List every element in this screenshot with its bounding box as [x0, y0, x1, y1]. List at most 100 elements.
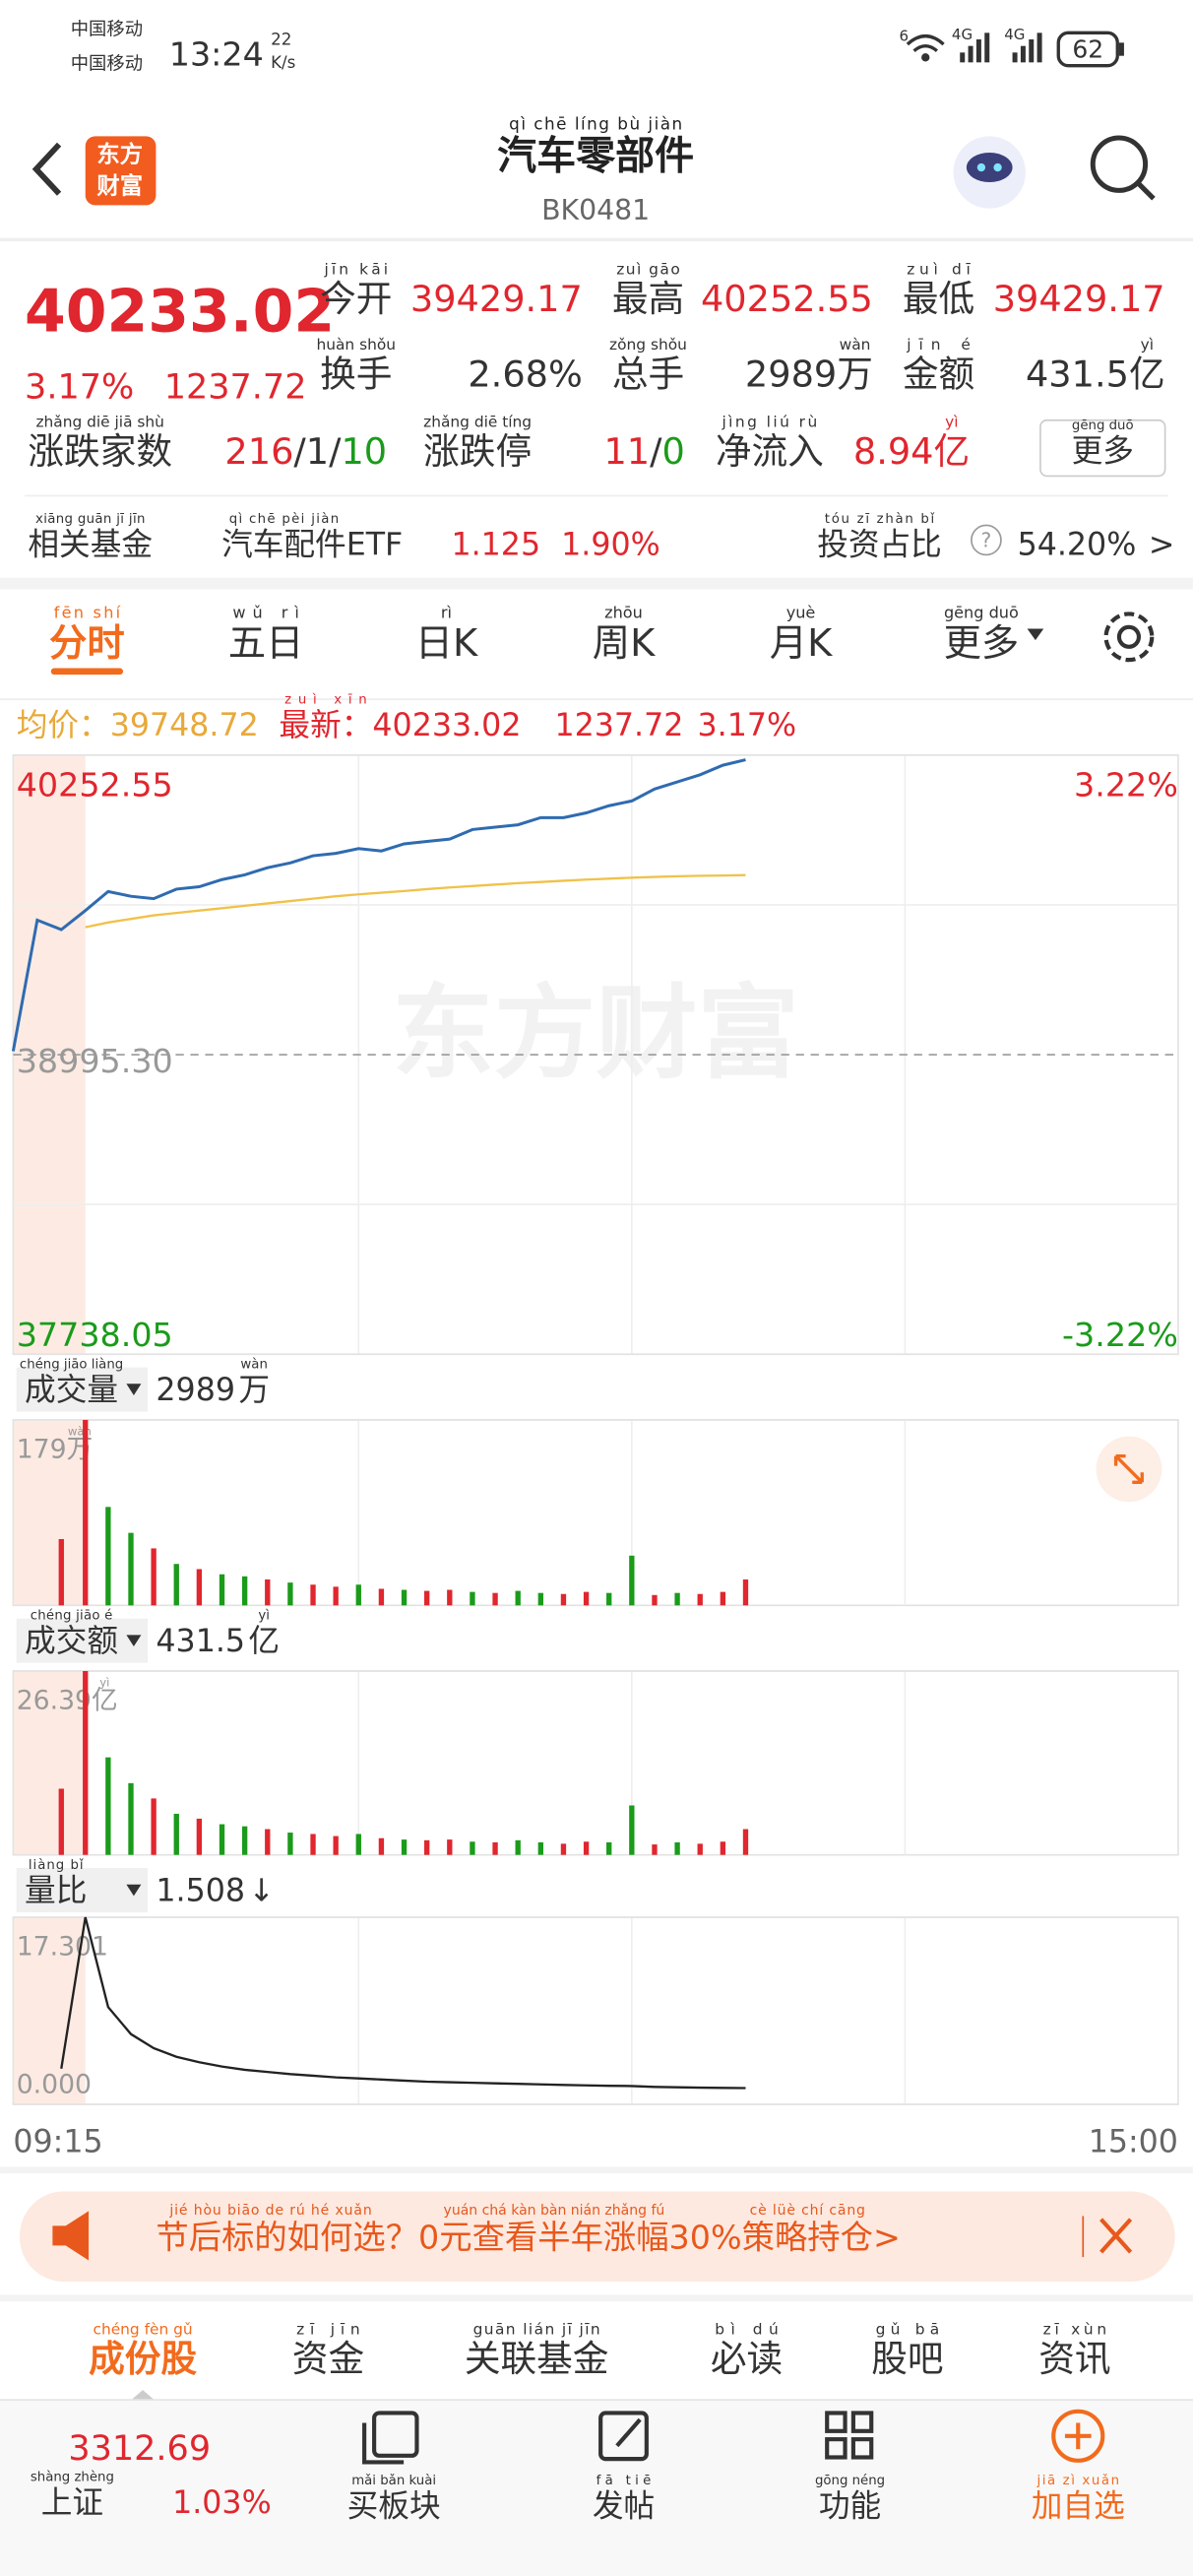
nav-icon[interactable]: [598, 2411, 649, 2462]
pinyin: jìng liú rù: [721, 413, 817, 430]
pinyin: chéng jiāo liàng: [20, 1356, 123, 1372]
text: 月K: [770, 621, 833, 666]
pinyin: wàn: [240, 1356, 267, 1372]
more-button[interactable]: [1039, 419, 1166, 478]
text: 金额: [903, 354, 974, 396]
text: 资金: [292, 2338, 364, 2380]
text: 股吧: [871, 2338, 943, 2380]
dropdown-arrow: [1027, 628, 1044, 641]
bar: [355, 1834, 361, 1855]
label: 3.22%: [1074, 765, 1178, 804]
text: 日K: [415, 621, 478, 666]
pinyin: gǔ bā: [876, 2320, 940, 2338]
text: 亿: [1129, 354, 1165, 396]
logo: 财富: [96, 171, 143, 199]
text: 元查看半年涨幅: [439, 2219, 668, 2257]
pinyin: gēng duō: [1072, 419, 1134, 433]
pinyin: yì: [945, 413, 958, 430]
bar: [173, 1564, 179, 1606]
pinyin: yuè: [786, 604, 816, 622]
avg: 39748.72: [110, 708, 259, 743]
change: 1237.72: [554, 708, 683, 743]
text: 周K: [593, 621, 656, 666]
label: 0.000: [17, 2070, 92, 2100]
search-button[interactable]: [1090, 135, 1156, 201]
watermark: 东方财富: [392, 975, 798, 1093]
bar: [470, 1841, 475, 1855]
help-icon[interactable]: [971, 524, 1002, 556]
bar: [652, 1594, 658, 1606]
series-line: [60, 1916, 746, 2090]
bar: [742, 1579, 749, 1606]
text: 万: [837, 354, 873, 396]
pre-market-shade: [13, 1670, 86, 1855]
speed-unit: K/s: [271, 53, 295, 72]
pinyin: shàng zhèng: [31, 2470, 114, 2485]
bar: [629, 1555, 635, 1606]
dropdown-arrow: [126, 1384, 142, 1395]
text: 净流入: [716, 430, 824, 473]
bar: [401, 1839, 408, 1855]
nav-icon[interactable]: [825, 2411, 874, 2460]
bar: [151, 1798, 157, 1855]
carrier-2: 中国移动: [71, 54, 143, 75]
bar: [378, 1588, 385, 1606]
banner[interactable]: [20, 2191, 1175, 2283]
pre-market-shade: [13, 1917, 86, 2105]
parts: /: [329, 430, 342, 473]
pinyin: xiāng guān jī jīn: [35, 512, 145, 527]
indicator-select[interactable]: [16, 1367, 149, 1412]
bar: [219, 1824, 225, 1855]
battery: 62: [1072, 35, 1103, 64]
nav-icon[interactable]: [1051, 2409, 1105, 2463]
text: 更多: [944, 621, 1020, 666]
bar: [629, 1805, 635, 1855]
bar: [720, 1841, 726, 1855]
text: 最高: [612, 278, 684, 320]
text: 亿: [248, 1624, 280, 1659]
pinyin: qì chē líng bù jiàn: [509, 114, 682, 134]
text: 关联基金: [465, 2338, 609, 2380]
pinyin: chéng jiāo é: [31, 1608, 113, 1624]
bar: [287, 1833, 293, 1855]
xticks: 09:15: [13, 2124, 102, 2159]
xticks: 15:00: [1089, 2124, 1178, 2159]
bar: [219, 1574, 225, 1606]
bar: [241, 1576, 248, 1606]
code: BK0481: [541, 194, 650, 226]
bar: [310, 1834, 316, 1855]
bar: [492, 1592, 498, 1606]
value: 39429.17: [993, 278, 1165, 320]
indicator-select[interactable]: [16, 1868, 149, 1913]
banner-close[interactable]: [1099, 2218, 1133, 2254]
label: -3.22%: [1062, 1316, 1178, 1354]
parts: 0: [662, 430, 685, 473]
series-line: [11, 758, 746, 1052]
text: 汽车配件: [221, 527, 346, 562]
bar: [447, 1839, 453, 1855]
text: 今开: [320, 278, 392, 320]
nav-icon[interactable]: [362, 2411, 419, 2465]
bar: [333, 1835, 339, 1855]
parts: /: [293, 430, 306, 473]
bar: [105, 1757, 111, 1855]
settings-button[interactable]: [1103, 612, 1155, 663]
bar: [560, 1843, 567, 1855]
section-gap: [0, 2294, 1193, 2302]
bar: [83, 1419, 89, 1606]
arrow: >: [1149, 527, 1175, 562]
text: 必读: [711, 2338, 783, 2380]
change-pct: 3.17%: [25, 367, 134, 407]
indicator-select[interactable]: [16, 1618, 149, 1663]
bar: [58, 1788, 64, 1855]
text: 总手: [612, 354, 684, 396]
text: 更多: [1072, 433, 1134, 469]
parts: 1: [306, 430, 329, 473]
pre-market-shade: [13, 1419, 86, 1606]
change-pct: 3.17%: [698, 708, 797, 743]
total: 431.5: [156, 1624, 245, 1659]
signal-icons: [960, 32, 1042, 63]
back-button[interactable]: [31, 142, 62, 196]
parts: ？0: [386, 2219, 440, 2257]
